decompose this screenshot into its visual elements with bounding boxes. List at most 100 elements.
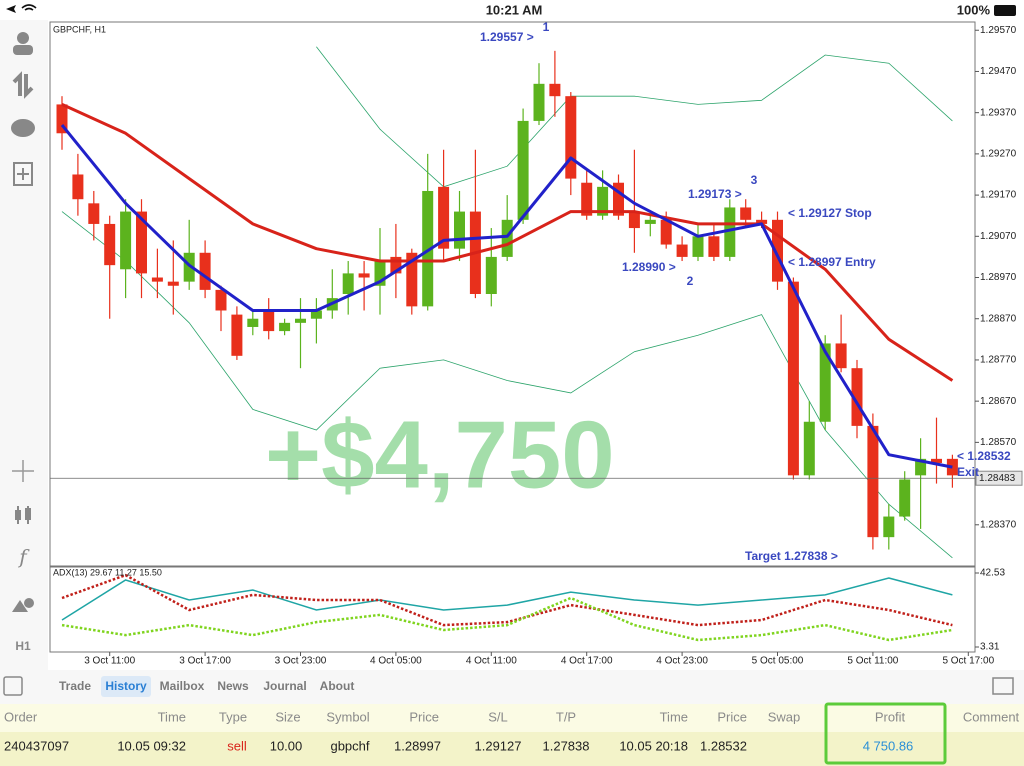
- main-chart-frame: [49, 21, 976, 567]
- candle-body: [120, 211, 132, 270]
- candle-body: [708, 236, 720, 257]
- column-header: Time: [158, 709, 186, 724]
- candle-body: [358, 273, 370, 278]
- airplane-icon: [6, 5, 16, 13]
- candle-body: [390, 256, 402, 274]
- candle-body: [740, 207, 752, 220]
- indicator-line: [61, 211, 953, 559]
- candle-body: [867, 425, 879, 538]
- x-tick-label: 5 Oct 05:00: [752, 656, 804, 667]
- candle-body: [231, 314, 243, 356]
- tab[interactable]: Mailbox: [160, 679, 205, 693]
- column-header: Comment: [963, 709, 1020, 724]
- column-header: Swap: [768, 709, 801, 724]
- objects-icon-circle: [24, 598, 34, 608]
- annotation: 3: [751, 173, 758, 187]
- column-header: Price: [409, 709, 439, 724]
- profit-highlight: [824, 702, 947, 765]
- candle-body: [279, 322, 291, 332]
- candle-body: [167, 281, 179, 286]
- column-header: Time: [660, 709, 688, 724]
- overlay: 1.29570 1.29470 1.29370 1.29270 1.29170 1.290…: [84, 20, 1023, 667]
- adx-frame: [49, 566, 976, 653]
- adx-tick-label: 3.31: [980, 642, 1000, 653]
- candle-body: [597, 186, 609, 216]
- y-tick-label: 1.29370: [980, 107, 1017, 118]
- candle-body: [151, 277, 163, 282]
- candle-body: [374, 261, 386, 286]
- chat-icon[interactable]: [11, 119, 35, 137]
- candle-body: [533, 83, 545, 121]
- x-tick-label: 4 Oct 11:00: [466, 656, 517, 667]
- timeframe-button[interactable]: H1: [15, 639, 31, 653]
- tab[interactable]: Journal: [263, 679, 306, 693]
- indicator-line: [316, 46, 953, 188]
- annotation: 1: [543, 20, 550, 34]
- cell: sell: [227, 738, 247, 753]
- annotation: < 1.29127 Stop: [788, 206, 872, 220]
- candle-body: [676, 244, 688, 257]
- candle-body: [15, 510, 21, 520]
- y-tick-label: 1.29570: [980, 25, 1017, 36]
- account-icon-body: [13, 45, 33, 55]
- indicator-line: [61, 577, 953, 621]
- y-tick-label: 1.28670: [980, 396, 1017, 407]
- x-tick-label: 3 Oct 23:00: [275, 656, 327, 667]
- column-header: Type: [219, 709, 247, 724]
- tab[interactable]: History: [105, 679, 147, 693]
- tab[interactable]: Trade: [59, 679, 91, 693]
- candle-body: [549, 83, 561, 97]
- annotation: Exit: [957, 465, 979, 479]
- candle-body: [56, 104, 68, 134]
- active-tab-bg: [101, 676, 151, 697]
- candle-body: [756, 219, 768, 224]
- current-price-label: 1.28483: [979, 473, 1016, 484]
- annotation: < 1.28532: [957, 449, 1011, 463]
- candle-body: [454, 211, 465, 249]
- x-tick-label: 4 Oct 17:00: [561, 656, 613, 667]
- cell: 1.27838: [543, 738, 590, 753]
- y-tick-label: 1.28570: [980, 437, 1017, 448]
- toolbar: [0, 20, 48, 670]
- candle-body: [628, 211, 640, 229]
- adx-tick-label: 42.53: [980, 568, 1005, 579]
- adx-plot: [61, 573, 953, 642]
- annotation: 2: [687, 274, 694, 288]
- cell: 10.05 20:18: [619, 738, 688, 753]
- candle-body: [899, 479, 911, 517]
- y-tick-label: 1.28970: [980, 272, 1017, 283]
- crosshair-icon[interactable]: [12, 460, 34, 482]
- column-header: Price: [717, 709, 747, 724]
- x-tick-label: 5 Oct 11:00: [847, 656, 898, 667]
- candle-body: [183, 252, 195, 282]
- indicator-line: [61, 573, 953, 627]
- objects-icon[interactable]: [12, 600, 28, 612]
- x-tick-label: 5 Oct 17:00: [942, 656, 994, 667]
- column-header: Profit: [875, 709, 906, 724]
- tab[interactable]: About: [320, 679, 355, 693]
- new-order-icon[interactable]: [13, 162, 33, 186]
- y-tick-label: 1.29270: [980, 149, 1017, 160]
- candle-body: [72, 174, 84, 200]
- indicator-line: [61, 596, 953, 642]
- candle-body: [517, 120, 529, 220]
- tab[interactable]: News: [217, 679, 249, 693]
- account-icon[interactable]: [17, 32, 29, 44]
- table-row: [0, 732, 1024, 766]
- adx-title: ADX(13) 29.67 11.27 15.50: [53, 567, 162, 577]
- candle-body: [565, 96, 577, 179]
- annotation: 1.29173 >: [688, 187, 742, 201]
- x-tick-label: 3 Oct 17:00: [179, 656, 231, 667]
- column-header: S/L: [488, 709, 508, 724]
- candle-body: [406, 252, 418, 307]
- layout-icon[interactable]: [992, 677, 1014, 695]
- candle-body: [915, 458, 927, 476]
- trade-icon[interactable]: [12, 71, 34, 99]
- calendar-icon[interactable]: [3, 676, 23, 696]
- candle-body: [310, 310, 322, 319]
- candle-body: [263, 310, 275, 332]
- cell: 1.29127: [475, 738, 522, 753]
- main-plot: +$4,750: [50, 46, 975, 559]
- chart-title: GBPCHF, H1: [53, 24, 106, 34]
- candle-body: [199, 252, 211, 290]
